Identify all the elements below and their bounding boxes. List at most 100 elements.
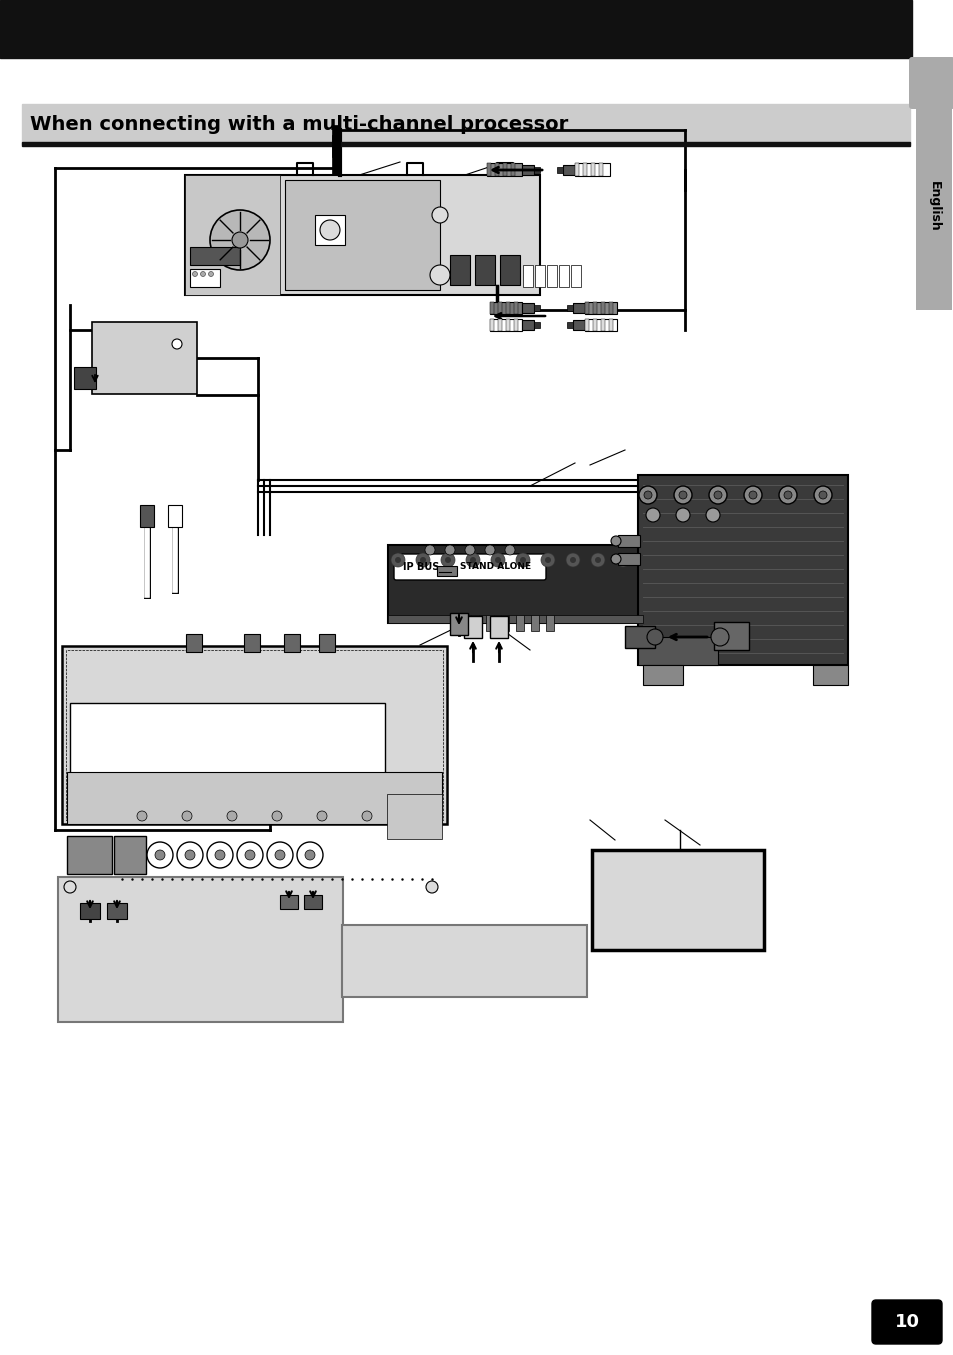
- Bar: [485, 615, 494, 631]
- Circle shape: [419, 557, 426, 562]
- Circle shape: [232, 232, 248, 248]
- Bar: [388, 545, 642, 623]
- Circle shape: [643, 491, 651, 499]
- Circle shape: [705, 508, 720, 522]
- Circle shape: [227, 812, 236, 821]
- Circle shape: [430, 266, 450, 285]
- Bar: [332, 125, 337, 175]
- Circle shape: [395, 557, 400, 562]
- Bar: [592, 850, 763, 950]
- Bar: [497, 302, 501, 314]
- Bar: [471, 615, 478, 631]
- Circle shape: [200, 271, 205, 276]
- Circle shape: [236, 841, 263, 869]
- Bar: [575, 163, 609, 176]
- Bar: [534, 305, 539, 312]
- Circle shape: [210, 210, 270, 270]
- Circle shape: [193, 271, 197, 276]
- Bar: [387, 794, 441, 839]
- Circle shape: [207, 841, 233, 869]
- Circle shape: [154, 850, 165, 860]
- Circle shape: [516, 553, 530, 566]
- Circle shape: [679, 491, 686, 499]
- Bar: [566, 305, 573, 312]
- FancyBboxPatch shape: [908, 57, 953, 108]
- Bar: [113, 836, 146, 874]
- Bar: [598, 163, 602, 176]
- Bar: [490, 302, 494, 314]
- Bar: [58, 877, 343, 1022]
- Circle shape: [444, 557, 451, 562]
- Bar: [456, 615, 463, 631]
- Bar: [514, 302, 517, 314]
- Bar: [284, 634, 299, 652]
- Bar: [280, 896, 297, 909]
- Circle shape: [470, 557, 476, 562]
- Bar: [511, 163, 515, 176]
- Bar: [522, 266, 533, 287]
- Bar: [618, 535, 639, 547]
- Bar: [571, 266, 580, 287]
- Circle shape: [182, 812, 192, 821]
- Bar: [505, 302, 510, 314]
- Bar: [584, 302, 617, 314]
- Circle shape: [177, 841, 203, 869]
- Circle shape: [813, 486, 831, 504]
- Circle shape: [673, 486, 691, 504]
- Bar: [534, 167, 539, 173]
- Bar: [545, 615, 554, 631]
- Circle shape: [305, 850, 314, 860]
- Bar: [608, 302, 613, 314]
- Text: 10: 10: [894, 1313, 919, 1331]
- Bar: [534, 322, 539, 328]
- Bar: [521, 165, 534, 175]
- Bar: [812, 665, 847, 686]
- Bar: [66, 650, 442, 820]
- Bar: [70, 703, 385, 816]
- Circle shape: [209, 271, 213, 276]
- Circle shape: [172, 339, 182, 350]
- Bar: [490, 318, 494, 331]
- Bar: [600, 302, 604, 314]
- Circle shape: [504, 545, 515, 556]
- Circle shape: [214, 850, 225, 860]
- Bar: [22, 104, 909, 144]
- Bar: [107, 902, 127, 919]
- Circle shape: [391, 553, 405, 566]
- Bar: [285, 180, 439, 290]
- Circle shape: [676, 508, 689, 522]
- Circle shape: [639, 486, 657, 504]
- Bar: [500, 615, 509, 631]
- Bar: [618, 553, 639, 565]
- Bar: [463, 617, 481, 638]
- Bar: [531, 615, 538, 631]
- Circle shape: [361, 812, 372, 821]
- Bar: [590, 163, 595, 176]
- Bar: [388, 615, 642, 623]
- Bar: [318, 634, 335, 652]
- Bar: [67, 772, 441, 824]
- Bar: [624, 626, 655, 648]
- Bar: [535, 266, 544, 287]
- Bar: [0, 0, 911, 58]
- Bar: [516, 615, 523, 631]
- Bar: [558, 266, 568, 287]
- Bar: [22, 142, 909, 146]
- Bar: [593, 302, 597, 314]
- Circle shape: [590, 553, 604, 566]
- Bar: [490, 617, 507, 638]
- Bar: [341, 925, 586, 997]
- Circle shape: [440, 553, 455, 566]
- Bar: [557, 167, 562, 173]
- Bar: [514, 318, 517, 331]
- Bar: [475, 255, 495, 285]
- Circle shape: [779, 486, 796, 504]
- Bar: [185, 175, 539, 295]
- Bar: [304, 896, 322, 909]
- Circle shape: [296, 841, 323, 869]
- Bar: [505, 318, 510, 331]
- Bar: [450, 255, 470, 285]
- Bar: [497, 318, 501, 331]
- Circle shape: [424, 545, 435, 556]
- Bar: [495, 163, 498, 176]
